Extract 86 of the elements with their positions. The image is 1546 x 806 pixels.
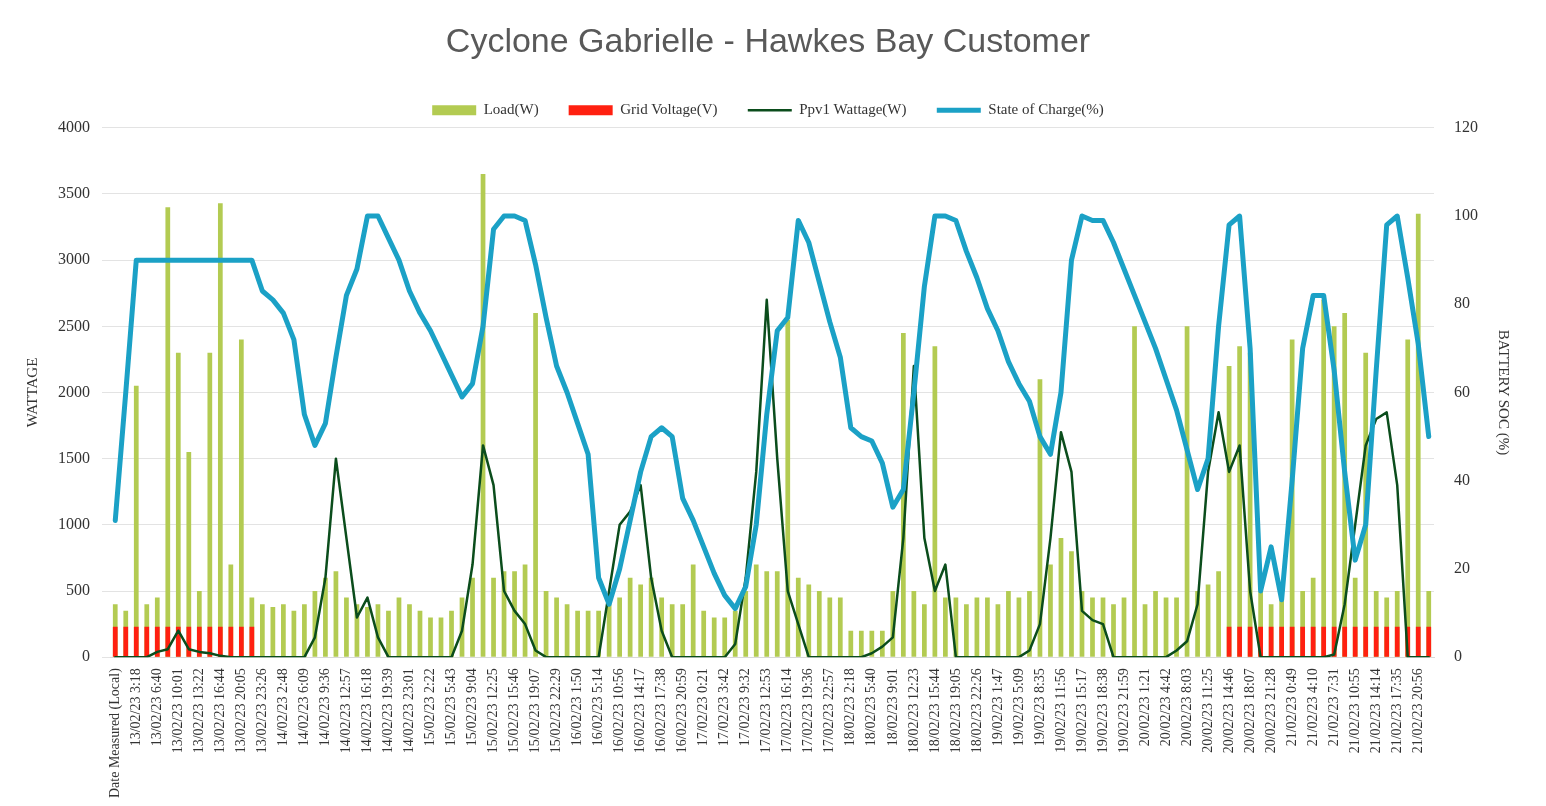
x-tick-label: 15/02/23 5:43 <box>443 668 459 747</box>
x-tick-label: 17/02/23 0:21 <box>695 668 711 747</box>
x-tick-label: 16/02/23 5:14 <box>590 668 606 747</box>
x-tick-label: 15/02/23 2:22 <box>422 668 438 747</box>
legend-label: Grid Voltage(V) <box>620 101 718 119</box>
x-tick-label: 17/02/23 22:57 <box>821 668 837 754</box>
y-tick-label: 1000 <box>58 515 90 533</box>
x-tick-label: 17/02/23 12:53 <box>758 668 774 754</box>
x-tick-label: 20/02/23 8:03 <box>1178 668 1194 747</box>
x-tick-label: 15/02/23 22:29 <box>548 668 564 754</box>
x-tick-label: 15/02/23 12:25 <box>485 668 501 754</box>
x-tick-label: 20/02/23 1:21 <box>1136 668 1152 747</box>
x-tick-label: 20/02/23 14:46 <box>1220 668 1236 754</box>
x-tick-label: 13/02/23 10:01 <box>169 668 185 754</box>
x-tick-label: 14/02/23 2:48 <box>275 668 291 747</box>
x-tick-label: 16/02/23 20:59 <box>674 668 690 754</box>
x-tick-label: 17/02/23 16:14 <box>779 668 795 754</box>
x-tick-label: 15/02/23 9:04 <box>464 668 480 747</box>
x-tick-label: 18/02/23 2:18 <box>842 668 858 747</box>
x-tick-label: 18/02/23 22:26 <box>968 668 984 754</box>
x-tick-label: 16/02/23 1:50 <box>569 668 585 747</box>
y2-tick-label: 120 <box>1454 118 1478 135</box>
legend-label: Ppv1 Wattage(W) <box>799 101 907 119</box>
x-tick-label: 21/02/23 10:55 <box>1346 668 1362 754</box>
x-tick-label: 19/02/23 18:38 <box>1094 668 1110 754</box>
x-tick-label: 13/02/23 16:44 <box>212 668 228 754</box>
x-tick-label: 14/02/23 19:39 <box>380 668 396 754</box>
x-tick-label: 21/02/23 17:35 <box>1388 668 1404 754</box>
x-tick-label: 16/02/23 10:56 <box>611 668 627 754</box>
x-tick-label: 21/02/23 14:14 <box>1367 668 1383 754</box>
x-tick-label: 21/02/23 7:31 <box>1325 668 1341 747</box>
y2-axis-title: BATTERY SOC (%) <box>1495 329 1513 456</box>
y2-tick-label: 0 <box>1454 647 1462 665</box>
y2-tick-label: 60 <box>1454 382 1470 400</box>
x-tick-label: 19/02/23 8:35 <box>1031 668 1047 747</box>
y2-tick-label: 20 <box>1454 559 1470 577</box>
y-tick-label: 0 <box>82 647 90 665</box>
x-tick-label: 14/02/23 9:36 <box>317 668 333 747</box>
x-tick-label: 21/02/23 4:10 <box>1304 668 1320 747</box>
x-tick-label: 15/02/23 15:46 <box>506 668 522 754</box>
y2-tick-label: 100 <box>1454 206 1478 224</box>
x-tick-label: 18/02/23 19:05 <box>947 668 963 754</box>
y2-tick-label: 40 <box>1454 470 1470 488</box>
x-tick-label: 13/02/23 20:05 <box>233 668 249 754</box>
x-tick-label: 14/02/23 16:18 <box>359 668 375 754</box>
x-tick-label: 17/02/23 19:36 <box>800 668 816 754</box>
y-tick-label: 4000 <box>58 118 90 135</box>
x-tick-label: 17/02/23 9:32 <box>737 668 753 747</box>
x-tick-label: 14/02/23 23:01 <box>401 668 417 754</box>
x-tick-label: 20/02/23 21:28 <box>1262 668 1278 754</box>
x-tick-label: 14/02/23 6:09 <box>296 668 312 747</box>
x-tick-label: 19/02/23 11:56 <box>1052 668 1068 753</box>
x-tick-label: 20/02/23 18:07 <box>1241 668 1257 754</box>
x-tick-label: 20/02/23 4:42 <box>1157 668 1173 747</box>
x-tick-label: 21/02/23 0:49 <box>1283 668 1299 747</box>
x-tick-label: 19/02/23 5:09 <box>1010 668 1026 747</box>
x-tick-label: 13/02/23 6:40 <box>148 668 164 747</box>
x-tick-label: 19/02/23 15:17 <box>1073 668 1089 754</box>
x-tick-label: 13/02/23 3:18 <box>127 668 143 747</box>
y2-tick-label: 80 <box>1454 294 1470 312</box>
legend-label: State of Charge(%) <box>988 101 1104 119</box>
y-tick-label: 3500 <box>58 184 90 202</box>
x-tick-label: 14/02/23 12:57 <box>338 668 354 754</box>
y-tick-label: 1500 <box>58 448 90 466</box>
x-tick-label: 19/02/23 21:59 <box>1115 668 1131 754</box>
legend-label: Load(W) <box>483 101 539 119</box>
y-axis-title: WATTAGE <box>23 357 40 428</box>
x-tick-label: 19/02/23 1:47 <box>989 668 1005 747</box>
y-tick-label: 500 <box>66 581 90 599</box>
x-tick-label: 17/02/23 3:42 <box>716 668 732 747</box>
x-tick-label: 18/02/23 5:40 <box>863 668 879 747</box>
y-tick-label: 2500 <box>58 316 90 334</box>
x-tick-label: 16/02/23 14:17 <box>632 668 648 754</box>
x-tick-label: 20/02/23 11:25 <box>1199 668 1215 753</box>
y-tick-label: 2000 <box>58 382 90 400</box>
x-tick-label: 16/02/23 17:38 <box>653 668 669 754</box>
x-tick-label: Date Measured (Local) <box>106 667 123 799</box>
x-tick-label: 21/02/23 20:56 <box>1409 668 1425 754</box>
y-tick-label: 3000 <box>58 250 90 268</box>
x-tick-label: 18/02/23 9:01 <box>884 668 900 747</box>
x-tick-label: 18/02/23 12:23 <box>905 668 921 754</box>
chart-title: Cyclone Gabrielle - Hawkes Bay Customer <box>445 20 1091 59</box>
x-tick-label: 18/02/23 15:44 <box>926 668 942 754</box>
x-tick-label: 15/02/23 19:07 <box>527 668 543 754</box>
x-tick-label: 13/02/23 23:26 <box>254 668 270 754</box>
x-tick-label: 13/02/23 13:22 <box>190 668 206 754</box>
